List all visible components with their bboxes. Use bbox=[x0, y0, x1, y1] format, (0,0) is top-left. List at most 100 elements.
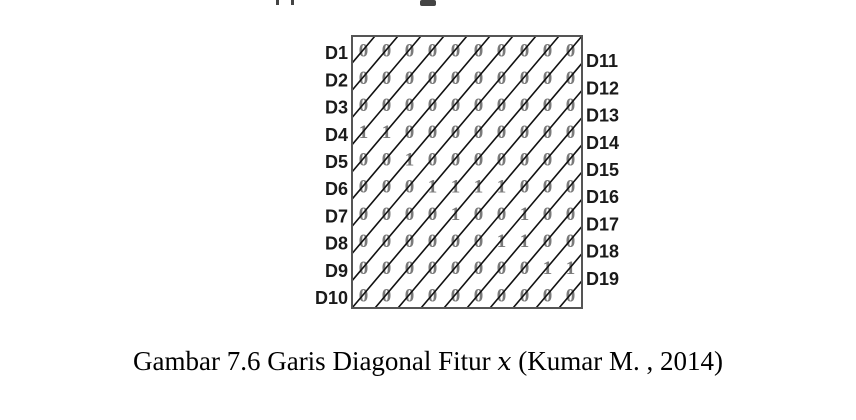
grid-digit: 0 bbox=[382, 231, 392, 252]
grid-digit: 0 bbox=[382, 204, 392, 225]
grid-digit: 0 bbox=[474, 149, 484, 170]
grid-digit: 0 bbox=[520, 68, 530, 89]
diagonal-line bbox=[351, 35, 422, 119]
diagonal-line bbox=[420, 117, 583, 309]
diagonal-label: D9 bbox=[325, 261, 348, 281]
grid-digit: 0 bbox=[543, 95, 553, 116]
grid-digit: 0 bbox=[543, 68, 553, 89]
diagonal-line bbox=[512, 225, 583, 309]
diagonal-line bbox=[466, 171, 583, 309]
grid-digit: 1 bbox=[566, 258, 576, 279]
grid-digit: 0 bbox=[359, 285, 369, 306]
grid-digit: 0 bbox=[359, 231, 369, 252]
grid-digit: 0 bbox=[428, 204, 438, 225]
diagonal-line bbox=[558, 280, 583, 309]
grid-digit: 0 bbox=[405, 68, 415, 89]
grid-digit: 0 bbox=[405, 177, 415, 198]
grid-digit: 0 bbox=[382, 95, 392, 116]
grid-digit: 0 bbox=[497, 149, 507, 170]
diagonal-line bbox=[351, 35, 399, 91]
grid-digit: 0 bbox=[520, 149, 530, 170]
grid-digit: 0 bbox=[497, 95, 507, 116]
diagonal-label: D8 bbox=[325, 234, 348, 254]
caption-suffix: (Kumar M. , 2014) bbox=[518, 346, 723, 376]
grid-digit: 0 bbox=[405, 41, 415, 62]
grid-digit: 0 bbox=[405, 285, 415, 306]
diagonal-label: D17 bbox=[586, 214, 619, 234]
grid-digit: 1 bbox=[405, 149, 415, 170]
diagonal-label: D16 bbox=[586, 187, 619, 207]
grid-digit: 0 bbox=[451, 95, 461, 116]
grid-digit: 0 bbox=[497, 41, 507, 62]
grid-digit: 1 bbox=[497, 177, 507, 198]
grid-digit: 0 bbox=[474, 285, 484, 306]
diagonal-line bbox=[351, 35, 583, 309]
diagonal-label: D18 bbox=[586, 242, 619, 262]
grid-digit: 0 bbox=[543, 177, 553, 198]
grid-digit: 1 bbox=[359, 122, 369, 143]
grid-digit: 0 bbox=[543, 285, 553, 306]
left-diagonal-labels: D1 D2 D3 D4 D5 D6 D7 D8 D9 D10 bbox=[315, 43, 348, 308]
grid-digit: 0 bbox=[405, 258, 415, 279]
grid-digit: 0 bbox=[497, 204, 507, 225]
diagonal-label: D19 bbox=[586, 269, 619, 289]
diagonal-label: D4 bbox=[325, 125, 348, 145]
grid-digit: 0 bbox=[520, 41, 530, 62]
diagonal-label: D14 bbox=[586, 133, 619, 153]
diagonal-line bbox=[351, 35, 560, 282]
grid-digit: 0 bbox=[428, 231, 438, 252]
grid-digit: 0 bbox=[474, 68, 484, 89]
grid-digit: 0 bbox=[382, 177, 392, 198]
grid-digit: 1 bbox=[497, 231, 507, 252]
grid-digit: 0 bbox=[382, 149, 392, 170]
grid-digit: 0 bbox=[474, 231, 484, 252]
digit-grid: 0 0 0 0 0 0 0 0 0 00 0 0 0 0 0 0 0 0 00 0 0 0 0 0 0 0 0 01 1 0 0 0 0 0 0 0 0… bbox=[359, 41, 576, 307]
diagonal-label: D3 bbox=[325, 98, 348, 118]
grid-digit: 0 bbox=[566, 231, 576, 252]
grid-digit: 0 bbox=[382, 41, 392, 62]
grid-digit: 0 bbox=[520, 95, 530, 116]
grid-digit: 0 bbox=[474, 122, 484, 143]
grid-digit: 1 bbox=[543, 258, 553, 279]
grid-digit: 0 bbox=[543, 204, 553, 225]
grid-digit: 0 bbox=[451, 122, 461, 143]
grid-digit: 0 bbox=[451, 231, 461, 252]
diagonal-label: D15 bbox=[586, 160, 619, 180]
grid-digit: 0 bbox=[566, 177, 576, 198]
grid-digit: 0 bbox=[474, 41, 484, 62]
caption-variable: x bbox=[497, 347, 512, 376]
diagonal-line bbox=[351, 35, 445, 146]
grid-digit: 0 bbox=[359, 95, 369, 116]
grid-digit: 0 bbox=[405, 95, 415, 116]
diagonal-label: D1 bbox=[325, 43, 348, 63]
diagonal-feature-diagram: D1 D2 D3 D4 D5 D6 D7 D8 D9 D10 D11 D12 D13 D14 D15 D16… bbox=[315, 35, 619, 309]
grid-digit: 0 bbox=[497, 258, 507, 279]
grid-digit: 0 bbox=[359, 68, 369, 89]
grid-digit: 0 bbox=[451, 149, 461, 170]
diagonal-label: D11 bbox=[586, 51, 618, 71]
right-diagonal-labels: D11 D12 D13 D14 D15 D16 D17 D18 D19 bbox=[586, 51, 619, 289]
grid-digit: 0 bbox=[428, 68, 438, 89]
grid-digit: 0 bbox=[543, 122, 553, 143]
grid-digit: 0 bbox=[428, 41, 438, 62]
diagonal-line bbox=[535, 253, 583, 309]
grid-digit: 1 bbox=[451, 177, 461, 198]
diagonal-line bbox=[351, 35, 537, 255]
grid-digit: 1 bbox=[451, 204, 461, 225]
grid-digit: 0 bbox=[359, 204, 369, 225]
diagonal-label: D2 bbox=[325, 70, 348, 90]
grid-digit: 0 bbox=[428, 258, 438, 279]
diagonal-lines bbox=[351, 35, 583, 309]
grid-digit: 0 bbox=[520, 177, 530, 198]
grid-digit: 0 bbox=[497, 122, 507, 143]
grid-digit: 0 bbox=[566, 68, 576, 89]
diagonal-line bbox=[351, 35, 491, 200]
diagonal-line bbox=[351, 35, 514, 227]
diagonal-line bbox=[374, 62, 583, 309]
diagonal-label: D12 bbox=[586, 78, 619, 98]
grid-digit: 0 bbox=[566, 95, 576, 116]
grid-digit: 0 bbox=[520, 285, 530, 306]
grid-digit: 1 bbox=[474, 177, 484, 198]
grid-digit: 0 bbox=[451, 41, 461, 62]
grid-digit: 0 bbox=[474, 258, 484, 279]
